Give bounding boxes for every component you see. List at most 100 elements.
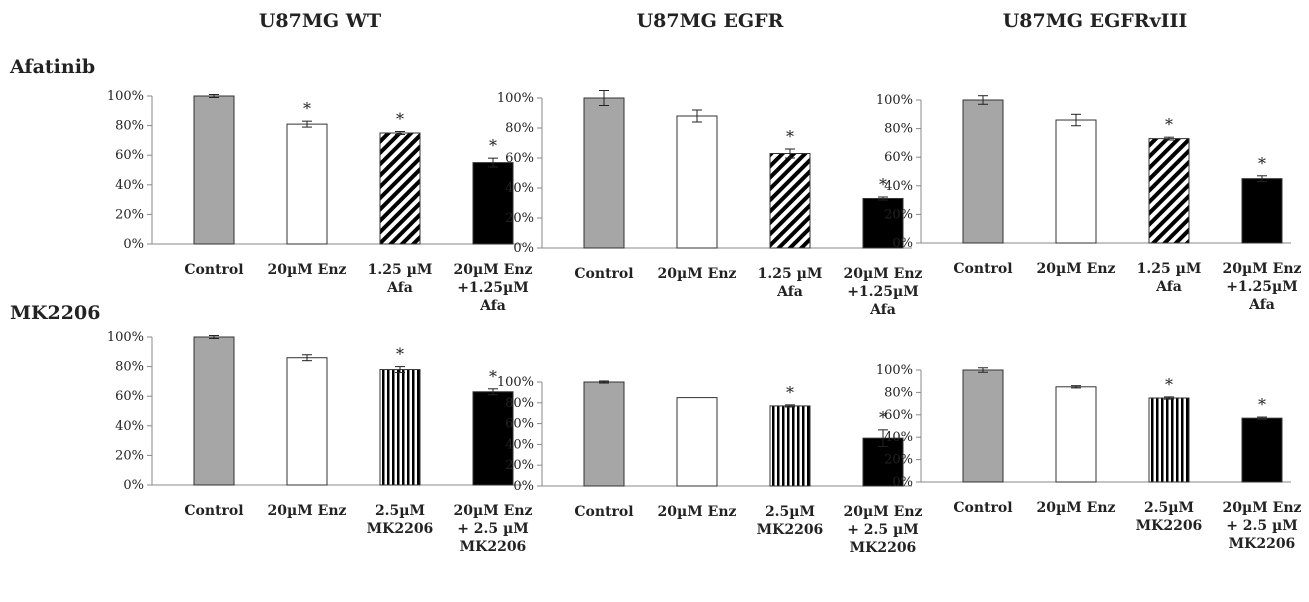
category-label: 20µM Enz — [1037, 261, 1116, 277]
y-tick-label: 20% — [115, 207, 144, 222]
row-label-afatinib: Afatinib — [10, 56, 96, 78]
category-label: 20µM Enz + 2.5 µM MK2206 — [1223, 500, 1302, 552]
category-label: 20µM Enz + 2.5 µM MK2206 — [844, 504, 923, 556]
category-label: Control — [184, 503, 243, 519]
y-tick-label: 60% — [505, 417, 534, 432]
category-label: 2.5µM MK2206 — [1136, 500, 1203, 534]
column-title-wt: U87MG WT — [258, 10, 382, 32]
y-tick-label: 40% — [884, 430, 913, 445]
y-tick-label: 100% — [497, 91, 534, 106]
bar — [1241, 417, 1283, 483]
bar — [379, 132, 421, 245]
category-label: 20µM Enz — [658, 504, 737, 520]
chart-afatinib-egfrviii: 0% 20% 40% 60% 80% 100% Control 20µM Enz * 1.25 µ… — [876, 93, 1302, 313]
category-label: 20µM Enz +1.25µM Afa — [454, 262, 533, 314]
category-label: Control — [184, 262, 243, 278]
bar — [676, 115, 718, 249]
y-tick-label: 0% — [513, 479, 534, 494]
significance-star: * — [786, 383, 794, 402]
category-label: Control — [953, 261, 1012, 277]
chart-mk2206-egfr: 0% 20% 40% 60% 80% 100% Control 20µM Enz * 2.5µM M… — [497, 375, 923, 556]
y-tick-label: 100% — [497, 375, 534, 390]
significance-star: * — [396, 110, 404, 129]
y-tick-label: 60% — [884, 150, 913, 165]
y-tick-label: 40% — [505, 437, 534, 452]
y-tick-label: 60% — [884, 408, 913, 423]
y-tick-label: 80% — [115, 119, 144, 134]
y-tick-label: 60% — [115, 389, 144, 404]
bar — [193, 95, 235, 245]
y-tick-label: 20% — [505, 211, 534, 226]
y-tick-label: 40% — [884, 179, 913, 194]
y-tick-label: 0% — [892, 236, 913, 251]
chart-mk2206-egfrviii: 0% 20% 40% 60% 80% 100% Control 20µM Enz * 2.5µM M… — [876, 363, 1302, 552]
y-tick-label: 40% — [115, 419, 144, 434]
y-tick-label: 20% — [115, 448, 144, 463]
bar — [962, 99, 1004, 244]
category-label: 1.25 µM Afa — [758, 266, 823, 300]
category-label: Control — [574, 504, 633, 520]
y-tick-label: 80% — [884, 122, 913, 137]
y-tick-label: 100% — [876, 93, 913, 108]
significance-star: * — [396, 345, 404, 364]
significance-star: * — [1165, 375, 1173, 394]
y-tick-label: 20% — [884, 453, 913, 468]
y-tick-label: 20% — [505, 458, 534, 473]
significance-star: * — [879, 408, 887, 427]
category-label: 20µM Enz — [1037, 500, 1116, 516]
significance-star: * — [1258, 154, 1266, 173]
category-label: Control — [574, 266, 633, 282]
row-label-mk2206: MK2206 — [10, 302, 101, 324]
category-label: 20µM Enz — [658, 266, 737, 282]
category-label: 1.25 µM Afa — [368, 262, 433, 296]
bar — [1148, 397, 1190, 483]
y-tick-label: 0% — [892, 475, 913, 490]
category-label: 20µM Enz +1.25µM Afa — [1223, 261, 1302, 313]
category-label: 20µM Enz — [268, 503, 347, 519]
category-label: 20µM Enz — [268, 262, 347, 278]
y-tick-label: 40% — [115, 178, 144, 193]
bar — [583, 97, 625, 249]
category-label: 2.5µM MK2206 — [367, 503, 434, 537]
category-label: 20µM Enz + 2.5 µM MK2206 — [454, 503, 533, 555]
y-tick-label: 80% — [115, 360, 144, 375]
bar — [472, 162, 514, 245]
significance-star: * — [489, 136, 497, 155]
y-tick-label: 100% — [876, 363, 913, 378]
category-label: 2.5µM MK2206 — [757, 504, 824, 538]
significance-star: * — [489, 367, 497, 386]
bar — [1148, 138, 1190, 244]
significance-star: * — [303, 99, 311, 118]
bar — [1055, 119, 1097, 244]
y-tick-label: 80% — [505, 396, 534, 411]
category-label: 20µM Enz +1.25µM Afa — [844, 266, 923, 318]
bar — [769, 153, 811, 249]
category-label: 1.25 µM Afa — [1137, 261, 1202, 295]
y-tick-label: 100% — [107, 89, 144, 104]
y-tick-label: 0% — [123, 478, 144, 493]
bar — [286, 123, 328, 245]
y-tick-label: 60% — [115, 148, 144, 163]
significance-star: * — [1165, 115, 1173, 134]
bar — [379, 369, 421, 486]
chart-afatinib-egfr: 0% 20% 40% 60% 80% 100% Control 20µM Enz * 1.25 µ… — [497, 90, 922, 318]
bar — [1241, 178, 1283, 244]
column-title-egfr: U87MG EGFR — [636, 10, 784, 32]
y-tick-label: 0% — [123, 237, 144, 252]
bar — [769, 405, 811, 487]
y-tick-label: 80% — [884, 385, 913, 400]
y-tick-label: 0% — [513, 241, 534, 256]
bar — [472, 391, 514, 486]
y-tick-label: 20% — [884, 207, 913, 222]
bar — [193, 336, 235, 486]
y-tick-label: 40% — [505, 181, 534, 196]
y-tick-label: 80% — [505, 121, 534, 136]
bar — [1055, 386, 1097, 483]
significance-star: * — [786, 127, 794, 146]
y-tick-label: 100% — [107, 330, 144, 345]
bar — [962, 369, 1004, 483]
chart-mk2206-wt: 0% 20% 40% 60% 80% 100% Control 20µM Enz * 2.5µM M… — [107, 330, 533, 555]
category-label: Control — [953, 500, 1012, 516]
y-tick-label: 60% — [505, 151, 534, 166]
bar — [583, 381, 625, 487]
